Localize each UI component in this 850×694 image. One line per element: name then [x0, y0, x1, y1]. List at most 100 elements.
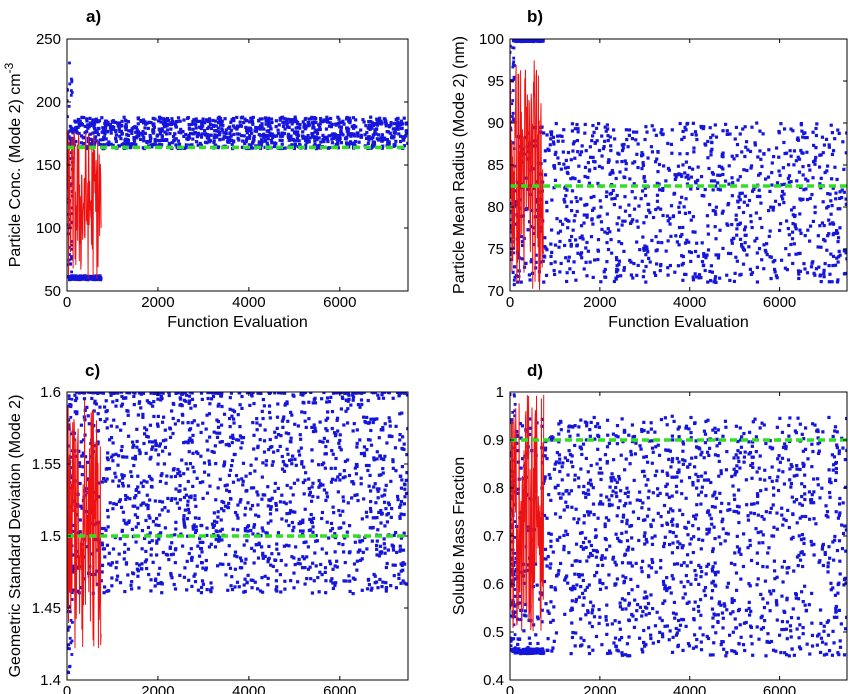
panel-a-point: [100, 143, 104, 147]
panel-c-point: [403, 392, 407, 394]
panel-c-point: [186, 467, 190, 471]
panel-c-point: [299, 437, 303, 441]
panel-b-point: [611, 188, 615, 193]
panel-a-point: [374, 122, 379, 126]
panel-b-point: [613, 137, 617, 141]
panel-c-point: [255, 417, 259, 421]
panel-c-point: [269, 507, 273, 511]
panel-a-point: [141, 118, 146, 122]
panel-a-point: [158, 132, 162, 136]
panel-d-point: [574, 599, 578, 604]
panel-a-point: [274, 119, 278, 123]
panel-d-point: [812, 501, 816, 505]
panel-d-point: [669, 465, 673, 469]
panel-c-point: [200, 397, 204, 401]
panel-c-point: [200, 561, 204, 565]
panel-c-point: [347, 473, 352, 478]
panel-d-point: [658, 616, 662, 620]
panel-b-point: [798, 269, 803, 273]
panel-d-point: [628, 561, 633, 565]
panel-c-point: [182, 398, 187, 402]
panel-b-point: [556, 231, 560, 235]
panel-b-point: [579, 197, 583, 201]
panel-a-point: [282, 131, 287, 136]
panel-b-point: [767, 234, 771, 238]
panel-d-point: [798, 422, 802, 426]
panel-c-point: [371, 420, 375, 425]
panel-c-point: [355, 493, 359, 497]
panel-b-point: [590, 134, 595, 138]
panel-a-point: [338, 137, 342, 141]
panel-c-point: [338, 513, 342, 517]
panel-c-point: [290, 413, 294, 417]
panel-c-point: [341, 542, 345, 547]
panel-b-point: [510, 120, 513, 124]
panel-c-point: [282, 469, 287, 473]
panel-d-point: [551, 646, 555, 650]
panel-c-point: [284, 431, 288, 435]
panel-c-point: [351, 576, 355, 580]
panel-c-point: [168, 545, 172, 549]
panel-c-point: [314, 539, 318, 543]
panel-d-point: [819, 636, 824, 640]
panel-b-point: [705, 214, 709, 218]
panel-b-point: [642, 248, 646, 252]
panel-c-point: [182, 441, 186, 445]
panel-a-point: [86, 278, 90, 282]
panel-d-point: [806, 457, 810, 461]
panel-d-point: [710, 567, 714, 571]
panel-b-point: [738, 198, 742, 202]
panel-a-point: [67, 99, 69, 103]
panel-c-point: [249, 463, 253, 467]
panel-c-point: [181, 421, 185, 425]
panel-b-point: [636, 225, 640, 229]
panel-b-point: [574, 238, 578, 242]
panel-c-point: [217, 535, 221, 539]
panel-a-point: [171, 119, 175, 124]
panel-a-point: [280, 132, 284, 136]
panel-c-point: [270, 552, 274, 556]
panel-c-point: [247, 392, 252, 395]
panel-d-point: [758, 477, 762, 481]
panel-b-point: [677, 210, 681, 214]
panel-b-point: [781, 166, 785, 170]
panel-a-point: [91, 276, 95, 280]
panel-d-point: [709, 517, 713, 521]
panel-c-point: [128, 497, 132, 501]
panel-a-point: [191, 119, 195, 124]
panel-b-point: [731, 181, 735, 185]
panel-c-point: [400, 411, 404, 415]
panel-c-point: [144, 428, 149, 432]
panel-d-point: [708, 653, 713, 657]
panel-c-point: [170, 409, 174, 413]
panel-b-point: [831, 254, 836, 259]
panel-b-point: [550, 198, 554, 202]
panel-a-point: [286, 135, 291, 140]
panel-b-point: [568, 267, 572, 271]
panel-b-point: [536, 39, 540, 43]
panel-c-point: [173, 497, 178, 501]
panel-d-point: [772, 493, 776, 497]
panel-d-point: [696, 479, 700, 483]
panel-a-point: [244, 139, 248, 144]
panel-c-point: [354, 462, 359, 467]
panel-c-point: [116, 463, 120, 467]
panel-a-point: [96, 133, 101, 137]
panel-c-point: [156, 462, 160, 466]
panel-d-point: [604, 586, 608, 590]
panel-a-point: [139, 131, 143, 136]
panel-a-point: [160, 134, 164, 138]
panel-a-point: [101, 138, 105, 142]
panel-b-point: [596, 238, 601, 242]
panel-a-point: [304, 124, 308, 128]
panel-a-point: [112, 120, 116, 124]
panel-a-point: [173, 132, 177, 136]
panel-c-point: [90, 552, 94, 556]
panel-c-point: [320, 572, 324, 577]
panel-b-point: [584, 246, 588, 250]
panel-c-point: [258, 589, 263, 593]
panel-a-point: [270, 132, 274, 136]
panel-c-point: [152, 400, 156, 404]
panel-b-point: [631, 161, 635, 165]
panel-a-point: [134, 143, 138, 147]
